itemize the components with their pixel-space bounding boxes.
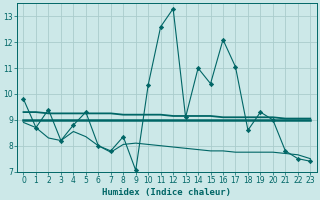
X-axis label: Humidex (Indice chaleur): Humidex (Indice chaleur) (102, 188, 231, 197)
